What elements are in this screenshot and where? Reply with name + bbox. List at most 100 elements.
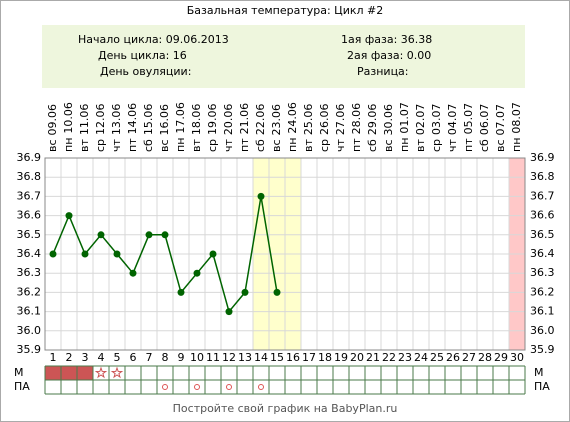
- column-header: вс 07.07: [494, 104, 507, 152]
- y-tick-label: 36.3: [17, 266, 42, 279]
- weekday: пн: [510, 138, 523, 152]
- weekday: вс: [270, 139, 283, 152]
- info-text: День цикла: 16: [98, 49, 187, 62]
- column-header: сб 29.06: [366, 104, 379, 152]
- y-tick-label: 36.6: [17, 209, 42, 222]
- weekday: сб: [366, 139, 379, 152]
- column-header: пн 17.06: [174, 102, 187, 152]
- weekday: пт: [238, 138, 251, 152]
- plot-border: [44, 157, 526, 351]
- date: 09.06: [46, 104, 59, 136]
- date: 14.06: [126, 103, 139, 135]
- y-tick-label: 36.5: [17, 228, 42, 241]
- weekday: ср: [94, 139, 107, 152]
- x-tick-label: 9: [178, 351, 185, 364]
- y-tick-label: 36.2: [17, 285, 42, 298]
- x-tick-label: 8: [162, 351, 169, 364]
- y-tick-label-right: 36.3: [530, 266, 555, 279]
- y-tick-label: 36.0: [17, 324, 42, 337]
- intercourse-mark: [194, 384, 200, 390]
- date: 04.07: [446, 104, 459, 136]
- x-tick-label: 30: [510, 351, 524, 364]
- date: 02.07: [414, 104, 427, 136]
- date: 23.06: [270, 104, 283, 136]
- column-header: вс 23.06: [270, 104, 283, 152]
- y-tick-label: 36.9: [17, 151, 42, 164]
- y-tick-label-right: 36.4: [530, 247, 555, 260]
- point: [177, 288, 185, 296]
- weekday: сб: [478, 139, 491, 152]
- x-tick-label: 13: [238, 351, 252, 364]
- date: 10.06: [62, 102, 75, 134]
- column-header: чт 13.06: [110, 104, 123, 152]
- intercourse-mark: [226, 384, 232, 390]
- y-tick-label-right: 36.5: [530, 228, 555, 241]
- column-header: пт 05.07: [462, 103, 475, 152]
- weekday: пн: [398, 138, 411, 152]
- info-box: [42, 25, 525, 88]
- weekday: вт: [302, 139, 315, 152]
- x-tick-label: 27: [462, 351, 476, 364]
- point: [129, 269, 137, 277]
- date: 19.06: [206, 103, 219, 135]
- info-text: 1ая фаза: 36.38: [341, 33, 432, 46]
- date: 20.06: [222, 104, 235, 136]
- column-header: пн 01.07: [398, 102, 411, 152]
- intercourse-mark: [258, 384, 264, 390]
- x-tick-label: 12: [222, 351, 236, 364]
- point: [65, 212, 73, 220]
- weekday: вс: [158, 139, 171, 152]
- column-header: пн 10.06: [62, 102, 75, 152]
- point: [209, 250, 217, 258]
- point: [257, 192, 265, 200]
- date: 07.07: [494, 104, 507, 136]
- x-tick-label: 17: [302, 351, 316, 364]
- column-header: пн 08.07: [510, 102, 523, 152]
- column-header: вс 09.06: [46, 104, 59, 152]
- column-header: пн 24.06: [286, 102, 299, 152]
- point: [145, 231, 153, 239]
- date: 03.07: [430, 103, 443, 135]
- x-tick-label: 19: [334, 351, 348, 364]
- weekday: сб: [254, 139, 267, 152]
- x-tick-label: 1: [50, 351, 57, 364]
- y-tick-label: 36.7: [17, 189, 42, 202]
- info-text: День овуляции:: [100, 65, 191, 78]
- column-header: вт 02.07: [414, 104, 427, 152]
- column-header: вт 25.06: [302, 104, 315, 152]
- date: 06.07: [478, 104, 491, 136]
- date: 17.06: [174, 102, 187, 134]
- x-tick-label: 11: [206, 351, 220, 364]
- date: 30.06: [382, 104, 395, 136]
- x-tick-label: 22: [382, 351, 396, 364]
- weekday: чт: [110, 139, 123, 152]
- y-tick-label: 35.9: [17, 343, 42, 356]
- weekday: чт: [334, 139, 347, 152]
- weekday: чт: [446, 139, 459, 152]
- column-header: пт 28.06: [350, 103, 363, 152]
- date: 15.06: [142, 104, 155, 136]
- x-tick-label: 16: [286, 351, 300, 364]
- x-tick-label: 26: [446, 351, 460, 364]
- column-header: чт 20.06: [222, 104, 235, 152]
- date: 29.06: [366, 104, 379, 136]
- date: 18.06: [190, 104, 203, 136]
- weekday: ср: [430, 139, 443, 152]
- column-header: вс 16.06: [158, 104, 171, 152]
- date: 27.06: [334, 104, 347, 136]
- point: [81, 250, 89, 258]
- y-tick-label: 36.8: [17, 170, 42, 183]
- weekday: вт: [414, 139, 427, 152]
- x-tick-label: 24: [414, 351, 428, 364]
- y-tick-label-right: 36.9: [530, 151, 555, 164]
- y-tick-label-right: 36.2: [530, 285, 555, 298]
- date: 05.07: [462, 103, 475, 135]
- x-tick-label: 2: [66, 351, 73, 364]
- x-tick-label: 10: [190, 351, 204, 364]
- weekday: ср: [206, 139, 219, 152]
- point: [225, 308, 233, 316]
- column-header: вт 18.06: [190, 104, 203, 152]
- menstruation-cell: [77, 366, 93, 380]
- weekday: пн: [174, 138, 187, 152]
